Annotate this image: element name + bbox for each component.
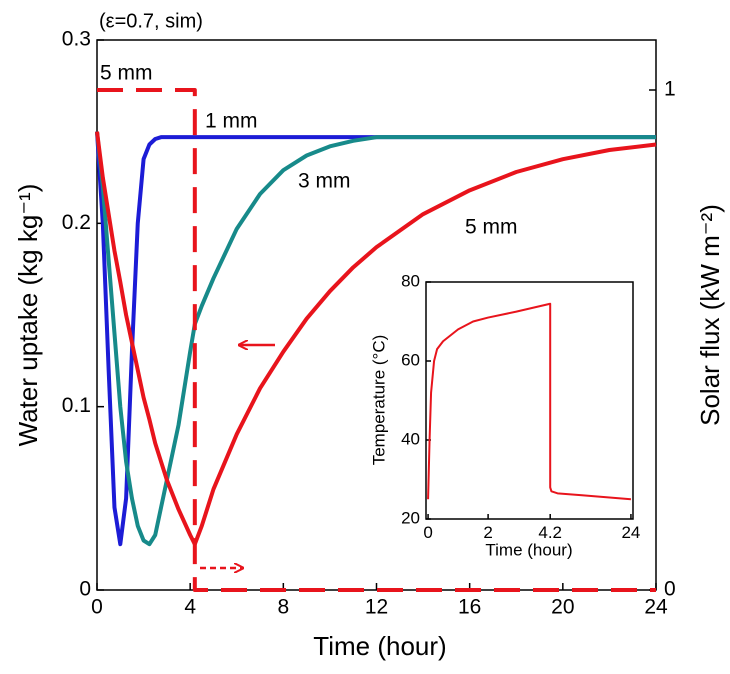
y2-tick-label: 1 [664,78,676,101]
x-tick-label: 0 [423,523,432,542]
flux-line [97,88,656,592]
series-label: 5 mm [100,62,153,85]
y-tick-label: 40 [401,429,420,448]
x-axis-label: Time (hour) [313,631,446,661]
plot-frame [425,281,634,520]
y-axis-label: Water uptake (kg kg⁻¹) [13,184,43,447]
x-tick-label: 20 [551,595,574,618]
y-tick-label: 0 [79,578,91,601]
x-tick-label: 0 [91,595,103,618]
y-tick-label: 0.1 [62,394,91,417]
y-tick-label: 80 [401,271,420,290]
y-tick-label: 0.3 [62,28,91,51]
x-tick-label: 4 [184,595,196,618]
series-label: 1 mm [205,110,258,133]
chart-title: (ε=0.7, sim) [99,10,203,32]
x-tick-label: 16 [458,595,481,618]
x-tick-label: 4.2 [538,523,562,542]
y2-tick-label: 0 [664,578,676,601]
x-axis-label: Time (hour) [485,540,572,559]
y-tick-label: 0.2 [62,211,91,234]
x-tick-label: 24 [644,595,668,618]
y-axis-label: Temperature (°C) [369,335,388,466]
x-tick-label: 2 [483,523,492,542]
y-tick-label: 60 [401,350,420,369]
x-tick-label: 24 [621,523,640,542]
series-label: 3 mm [298,170,351,193]
series-label: 5 mm [465,216,518,239]
x-tick-label: 8 [277,595,289,618]
x-tick-label: 12 [365,595,388,618]
series-line [427,302,632,501]
y2-axis-label: Solar flux (kW m⁻²) [695,204,725,426]
y-tick-label: 20 [401,508,420,527]
